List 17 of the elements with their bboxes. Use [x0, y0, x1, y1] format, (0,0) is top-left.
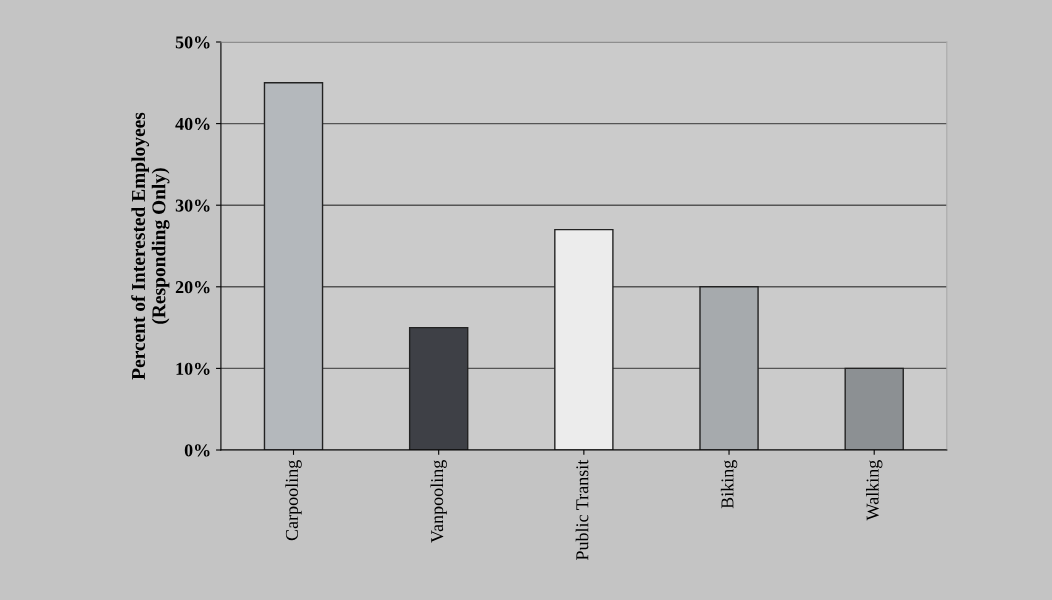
y-axis-title: Percent of Interested Employees (Responding Only)	[131, 112, 170, 380]
y-tick-label: 0%	[184, 444, 210, 457]
x-tick-label: Vanpooling	[430, 460, 447, 543]
x-tick-label: Biking	[720, 460, 738, 509]
x-tick-label: Walking	[866, 460, 883, 521]
bar	[699, 286, 759, 450]
y-tick-label: 50%	[175, 36, 210, 49]
bar	[263, 82, 324, 450]
x-tick-label: Carpooling	[285, 460, 302, 541]
bar	[554, 228, 614, 450]
y-tick-label: 40%	[175, 117, 210, 131]
x-tick-label: Public Transit	[575, 459, 589, 561]
bar	[844, 367, 904, 450]
y-tick-label: 20%	[175, 281, 210, 294]
bar	[408, 326, 469, 450]
y-tick-label: 10%	[176, 362, 210, 375]
y-tick-label: 30%	[175, 199, 210, 212]
